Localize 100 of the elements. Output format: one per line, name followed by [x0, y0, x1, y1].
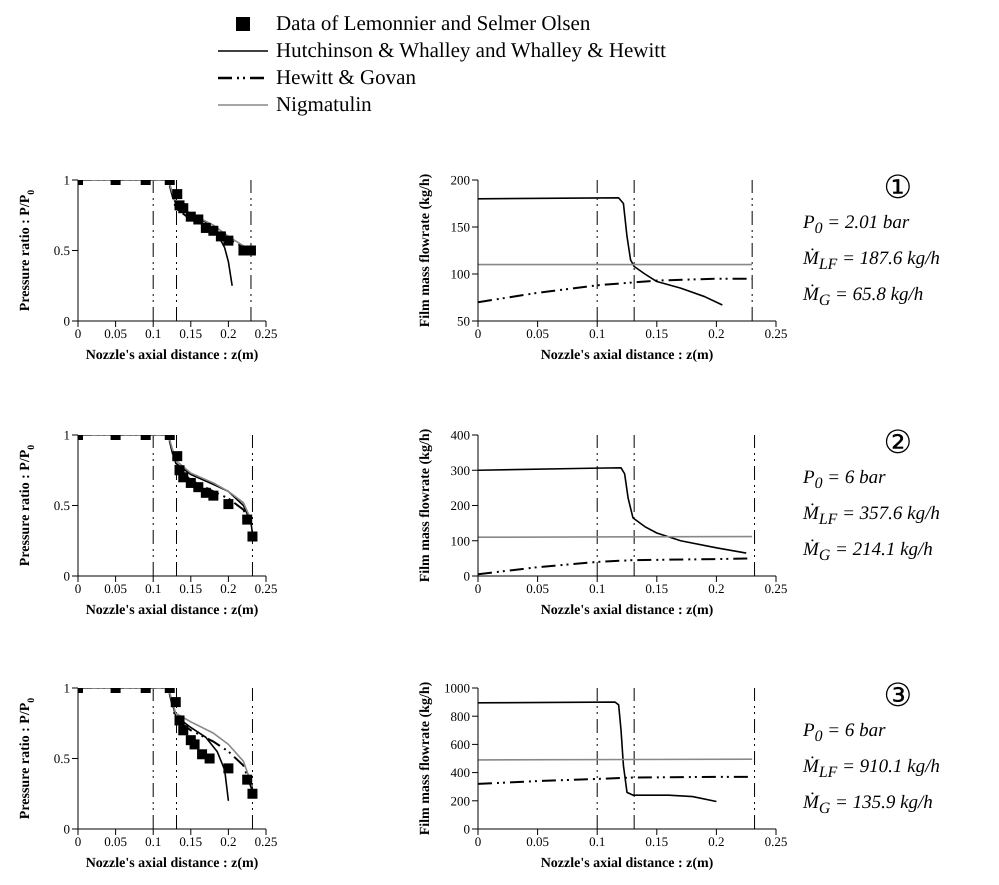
point: [242, 774, 252, 785]
point: [193, 214, 204, 224]
point: [170, 697, 181, 708]
y-tick-label: 100: [450, 533, 470, 548]
x-tick-label: 0: [74, 834, 82, 850]
x-tick-label: 0.25: [254, 581, 278, 596]
y-axis-title: Film mass flowrate (kg/h): [418, 173, 434, 328]
text: ②: [882, 423, 914, 461]
x-tick-label: 0.25: [254, 326, 278, 342]
y-tick-label: 0: [64, 568, 70, 584]
y-tick-label: 600: [450, 737, 470, 752]
text: Ṁ$_{G}$ = 135.9 kg/h: [803, 792, 934, 819]
x-tick-label: 0.1: [145, 326, 162, 342]
x-tick-label: 0: [74, 326, 82, 342]
y-tick-label: 800: [450, 708, 470, 724]
x-tick-label: 0.2: [220, 834, 237, 850]
y-tick-label: 100: [450, 266, 470, 282]
y-axis-title: Film mass flowrate (kg/h): [418, 428, 434, 582]
x-tick-label: 0.15: [179, 326, 202, 342]
x-tick-label: 0.2: [708, 581, 725, 596]
x-tick-label: 0.1: [589, 581, 606, 596]
legend-label: Hutchinson & Whalley and Whalley & Hewitt: [276, 38, 666, 63]
text: P$_{0}$ = 2.01 bar: [803, 212, 910, 239]
y-axis-title: Film mass flowrate (kg/h): [418, 681, 434, 836]
y-tick-label: 50: [457, 314, 470, 329]
x-tick-label: 0.25: [764, 581, 788, 596]
x-axis-title: Nozzle's axial distance : z(m): [86, 856, 259, 871]
text: Ṁ$_{LF}$ = 910.1 kg/h: [803, 756, 941, 783]
x-tick-label: 0.05: [526, 326, 549, 342]
text: Ṁ$_{LF}$ = 357.6 kg/h: [803, 503, 941, 530]
y-tick-label: 400: [450, 428, 470, 443]
y-tick-label: 0: [64, 314, 70, 329]
point: [178, 203, 188, 214]
x-tick-label: 0.05: [526, 581, 549, 596]
y-tick-label: 200: [450, 793, 470, 808]
y-tick-label: 150: [450, 220, 470, 235]
point: [193, 482, 204, 492]
x-tick-label: 0.05: [104, 581, 127, 596]
y-tick-label: 0: [464, 568, 470, 584]
x-tick-label: 0.25: [764, 326, 788, 342]
y-tick-label: 1: [64, 680, 70, 696]
x-tick-label: 0.15: [645, 581, 668, 596]
x-tick-label: 0.1: [145, 834, 162, 850]
x-axis-title: Nozzle's axial distance : z(m): [540, 348, 714, 363]
text: Ṁ$_{G}$ = 65.8 kg/h: [803, 284, 924, 311]
y-tick-label: 0: [64, 822, 70, 837]
x-tick-label: 0.15: [645, 834, 668, 850]
point: [223, 236, 234, 246]
point: [174, 715, 185, 726]
x-axis-title: Nozzle's axial distance : z(m): [86, 603, 259, 618]
x-tick-label: 0: [474, 834, 482, 850]
x-axis-title: Nozzle's axial distance : z(m): [86, 348, 259, 363]
x-axis-title: Nozzle's axial distance : z(m): [540, 603, 714, 618]
text: Ṁ$_{LF}$ = 187.6 kg/h: [803, 248, 941, 275]
x-tick-label: 0.15: [179, 834, 202, 850]
x-tick-label: 0.1: [589, 834, 606, 850]
y-tick-label: 1: [64, 172, 70, 188]
x-tick-label: 0.25: [254, 834, 278, 850]
legend-label: Nigmatulin: [276, 92, 372, 117]
legend-label: Data of Lemonnier and Selmer Olsen: [276, 11, 590, 36]
y-tick-label: 1000: [444, 680, 470, 696]
text: P$_{0}$ = 6 bar: [803, 467, 886, 494]
y-tick-label: 1: [64, 428, 70, 443]
x-tick-label: 0.25: [764, 834, 788, 850]
y-tick-label: 200: [450, 498, 470, 514]
x-tick-label: 0.1: [145, 581, 162, 596]
y-tick-label: 300: [450, 462, 470, 478]
text: P$_{0}$ = 6 bar: [803, 720, 886, 747]
x-tick-label: 0: [474, 326, 482, 342]
y-tick-label: 400: [450, 765, 470, 780]
text: Ṁ$_{G}$ = 214.1 kg/h: [803, 539, 934, 566]
point: [204, 754, 215, 764]
y-tick-label: 200: [450, 172, 470, 188]
x-tick-label: 0.05: [104, 834, 127, 850]
legend-label: Hewitt & Govan: [276, 65, 416, 90]
y-tick-label: 0: [464, 822, 470, 837]
text: ③: [882, 676, 914, 714]
x-tick-label: 0: [474, 581, 482, 596]
x-tick-label: 0.05: [526, 834, 549, 850]
x-tick-label: 0.2: [708, 834, 725, 850]
x-tick-label: 0.05: [104, 326, 127, 342]
x-tick-label: 0.2: [220, 326, 237, 342]
x-tick-label: 0.2: [220, 581, 237, 596]
point: [208, 490, 218, 501]
point: [172, 189, 182, 200]
y-tick-label: 0.5: [54, 243, 70, 258]
text: ①: [882, 168, 914, 206]
x-tick-label: 0.2: [708, 326, 725, 342]
x-axis-title: Nozzle's axial distance : z(m): [540, 856, 714, 871]
y-tick-label: 0.5: [54, 498, 70, 514]
y-tick-label: 0.5: [54, 751, 70, 766]
x-tick-label: 0.1: [589, 326, 606, 342]
x-tick-label: 0.15: [179, 581, 202, 596]
point: [223, 499, 234, 510]
point: [223, 763, 234, 774]
point: [172, 451, 182, 462]
point: [242, 514, 252, 525]
x-tick-label: 0: [74, 581, 82, 596]
x-tick-label: 0.15: [645, 326, 668, 342]
point: [247, 788, 258, 799]
